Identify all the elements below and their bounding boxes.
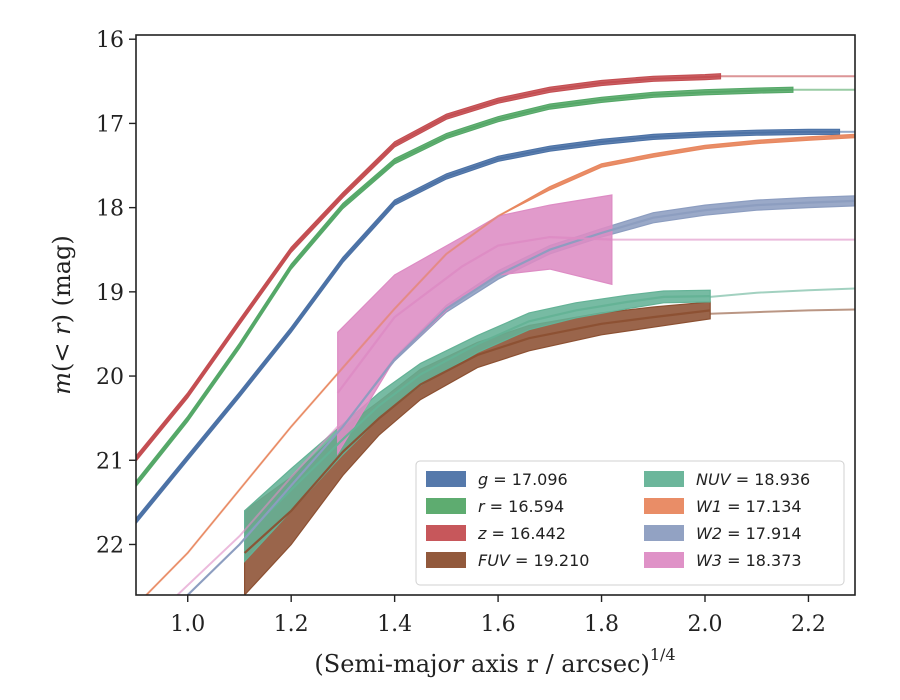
legend-label-w2: W2 = 17.914: [696, 524, 802, 543]
y-tick-label: 18: [96, 197, 124, 222]
legend-swatch-z: [426, 525, 466, 541]
y-tick-label: 16: [96, 28, 124, 53]
band-r: [136, 86, 794, 488]
legend-swatch-r: [426, 498, 466, 514]
legend-label-r: r = 16.594: [478, 497, 564, 516]
x-tick-label: 2.2: [791, 612, 826, 637]
plot-frame: [135, 34, 856, 596]
legend-box: [415, 460, 845, 586]
extension-line-fuv: [710, 308, 855, 315]
legend-label-z: z = 16.442: [477, 524, 566, 543]
legend-swatch-w1: [644, 498, 684, 514]
x-tick-label: 1.6: [481, 612, 516, 637]
x-tick-label: 1.0: [170, 612, 205, 637]
lead-line-w3: [176, 425, 339, 595]
line-fuv: [243, 309, 711, 554]
line-nuv: [243, 295, 711, 537]
y-tick-label: 19: [96, 281, 124, 306]
legend: g = 17.096 r = 16.594 z = 16.442 FUV = 19.2…: [415, 460, 845, 586]
y-tick-label: 21: [96, 449, 124, 474]
y-tick-label: 17: [96, 112, 124, 137]
line-w1: [145, 135, 855, 595]
plot-lines: [136, 75, 855, 595]
line-w2: [186, 199, 855, 595]
legend-swatch-w2: [644, 525, 684, 541]
y-axis-title: m(< r) (mag): [48, 235, 76, 395]
x-axis-title: (Semi-major axis r / arcsec)1/4: [314, 645, 675, 678]
legend-label-w3: W3 = 18.373: [696, 551, 802, 570]
band-z: [136, 73, 722, 463]
x-tick-label: 1.2: [274, 612, 309, 637]
legend-swatch-fuv: [426, 552, 466, 568]
x-axis-ticks: 1.0 1.2 1.4 1.6 1.8 2.0 2.2: [170, 595, 826, 637]
line-r: [136, 88, 793, 485]
legend-label-w1: W1 = 17.134: [696, 497, 802, 516]
line-g: [136, 130, 840, 522]
y-axis-ticks: 16 17 18 19 20 21 22: [96, 28, 136, 558]
x-tick-label: 1.4: [377, 612, 412, 637]
y-tick-label: 20: [96, 365, 124, 390]
legend-swatch-nuv: [644, 471, 684, 487]
line-z: [136, 75, 721, 460]
band-g: [136, 128, 841, 525]
y-tick-label: 22: [96, 533, 124, 558]
line-w3: [336, 235, 612, 394]
x-tick-label: 2.0: [687, 612, 722, 637]
legend-label-fuv: FUV = 19.210: [478, 551, 589, 570]
legend-label-nuv: NUV = 18.936: [696, 470, 810, 489]
legend-swatch-g: [426, 471, 466, 487]
legend-swatch-w3: [644, 552, 684, 568]
x-tick-label: 1.8: [584, 612, 619, 637]
extension-line-nuv: [710, 287, 855, 298]
legend-label-g: g = 17.096: [478, 470, 568, 489]
